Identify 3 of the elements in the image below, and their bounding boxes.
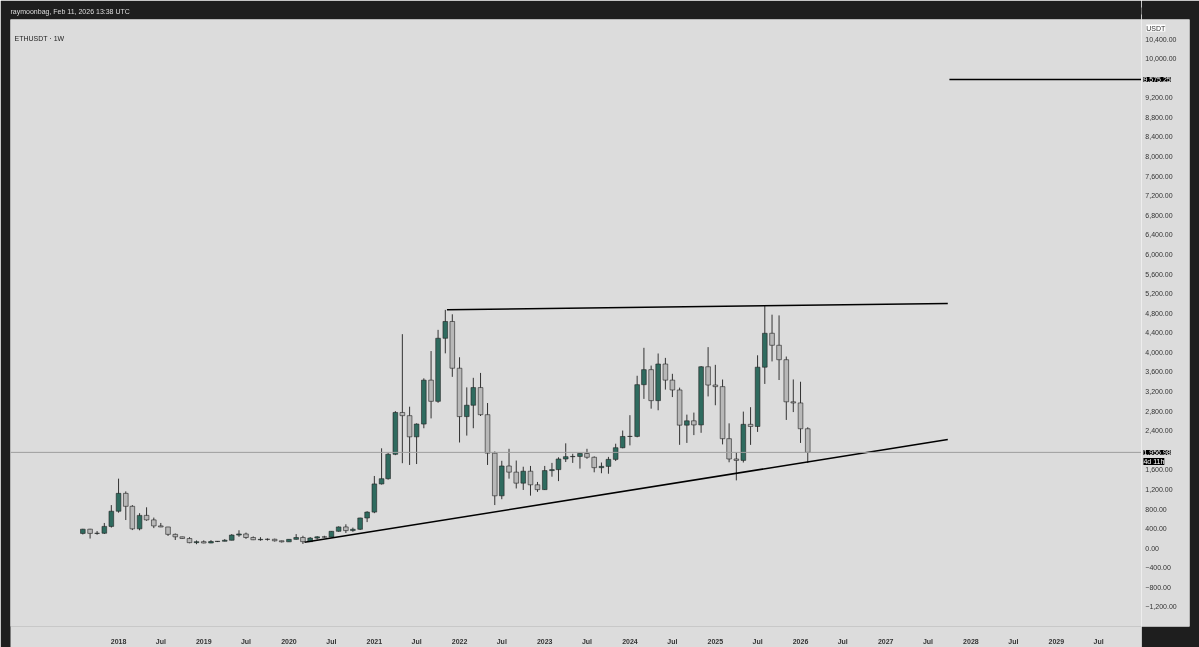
candlestick bbox=[264, 537, 271, 542]
candlestick bbox=[527, 465, 534, 497]
candlestick bbox=[790, 378, 796, 413]
